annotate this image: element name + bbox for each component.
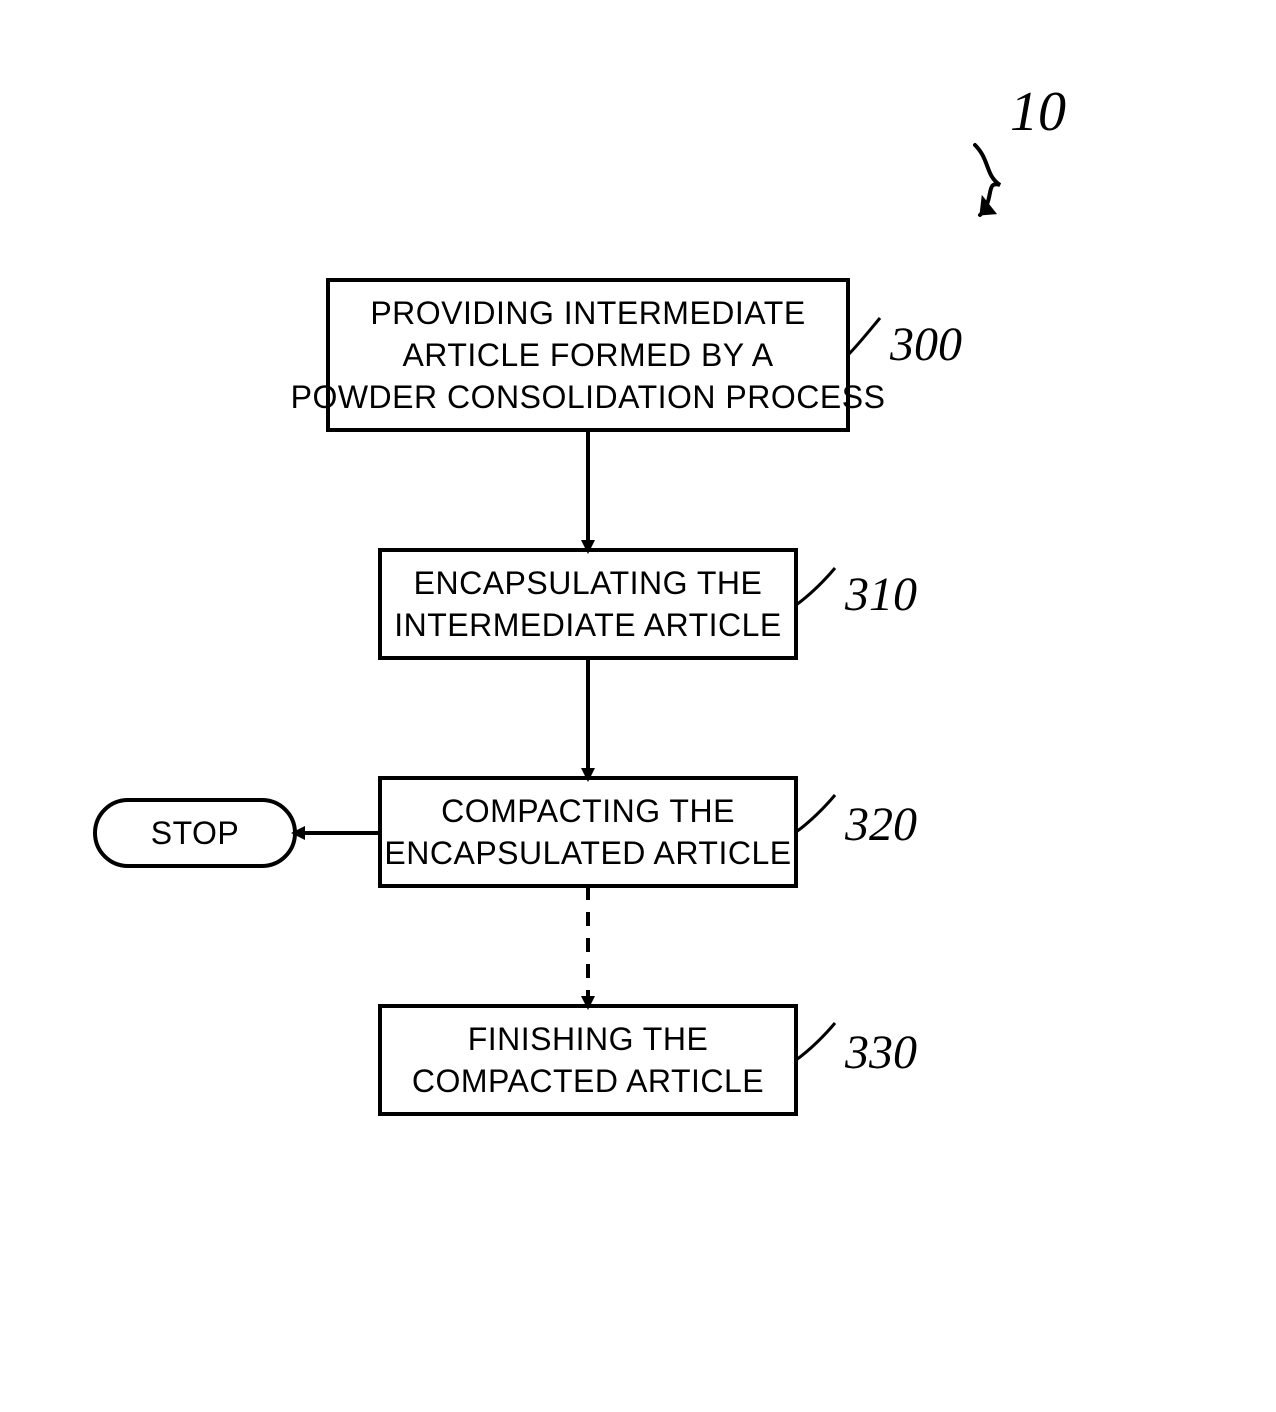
process-text-line: POWDER CONSOLIDATION PROCESS	[291, 379, 886, 415]
process-text-line: ENCAPSULATING THE	[414, 565, 763, 601]
label-leader	[796, 1023, 835, 1060]
process-text-line: ARTICLE FORMED BY A	[402, 337, 773, 373]
label-leader	[848, 318, 880, 355]
label-leader	[796, 568, 835, 605]
reference-label-330: 330	[844, 1026, 917, 1079]
process-text-line: COMPACTING THE	[441, 793, 735, 829]
reference-label-300: 300	[889, 318, 962, 371]
process-step-step300: PROVIDING INTERMEDIATE ARTICLE FORMED BY …	[291, 280, 962, 430]
process-text-line: PROVIDING INTERMEDIATE	[370, 295, 805, 331]
process-text-line: FINISHING THE	[468, 1021, 709, 1057]
figure-reference-number: 10	[1010, 81, 1066, 143]
process-text-line: ENCAPSULATED ARTICLE	[384, 835, 791, 871]
terminator-text: STOP	[151, 815, 240, 851]
process-step-step330: FINISHING THE COMPACTED ARTICLE 330	[380, 1006, 917, 1114]
reference-label-310: 310	[844, 568, 917, 621]
label-leader	[796, 795, 835, 832]
process-step-step320: COMPACTING THE ENCAPSULATED ARTICLE 320	[380, 778, 917, 886]
flowchart-figure: PROVIDING INTERMEDIATE ARTICLE FORMED BY …	[0, 0, 1276, 1412]
terminator-stop: STOP	[95, 800, 295, 866]
process-step-step310: ENCAPSULATING THE INTERMEDIATE ARTICLE 310	[380, 550, 917, 658]
reference-label-320: 320	[844, 798, 917, 851]
process-text-line: COMPACTED ARTICLE	[412, 1063, 764, 1099]
process-text-line: INTERMEDIATE ARTICLE	[394, 607, 782, 643]
